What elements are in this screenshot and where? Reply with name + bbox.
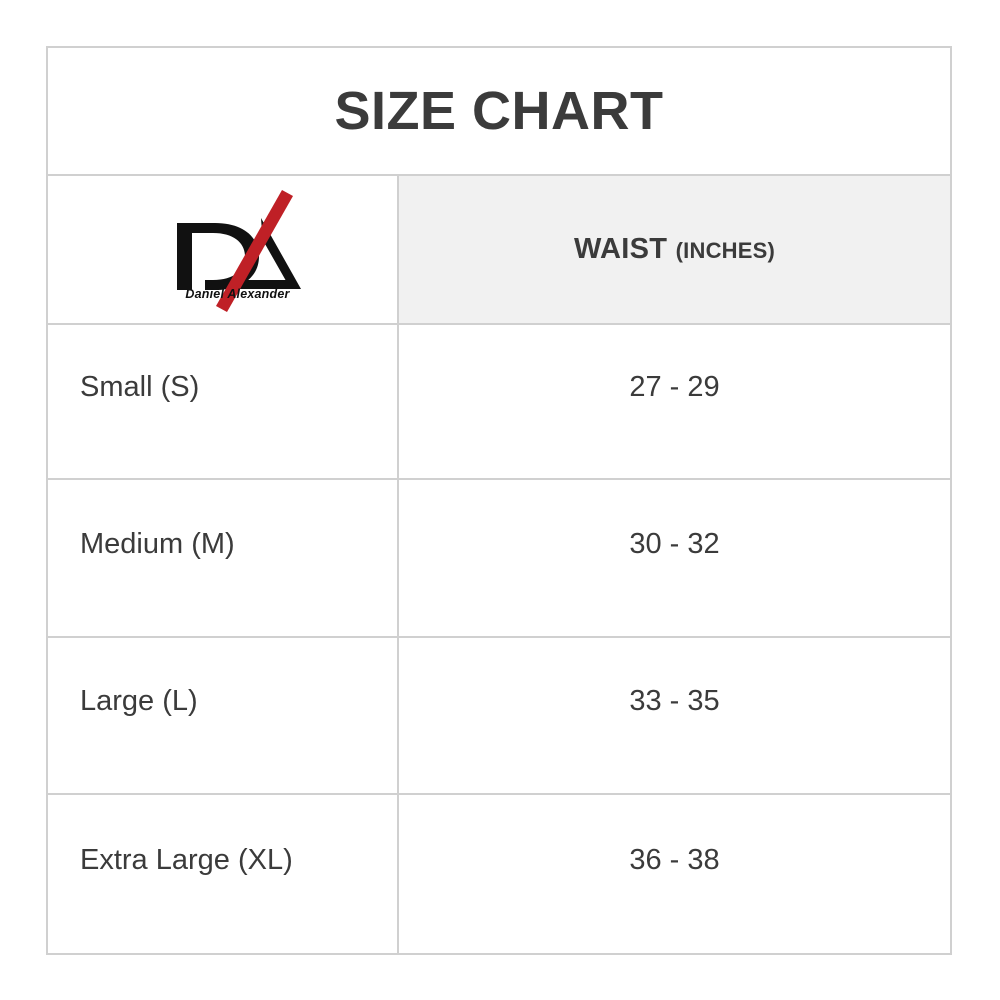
column-header-waist-unit: (INCHES) bbox=[675, 238, 776, 263]
size-label: Medium (M) bbox=[80, 527, 235, 560]
row-waist-cell: 27 - 29 bbox=[399, 325, 950, 478]
header-cell-logo: Daniel Alexander bbox=[48, 176, 399, 323]
waist-value: 30 - 32 bbox=[629, 527, 720, 560]
da-monogram-icon bbox=[177, 190, 301, 312]
table-row: Large (L) 33 - 35 bbox=[48, 638, 950, 795]
column-header-waist: WAIST (INCHES) bbox=[574, 233, 775, 266]
row-size-cell: Large (L) bbox=[48, 638, 399, 793]
table-row: Small (S) 27 - 29 bbox=[48, 325, 950, 480]
page-title: SIZE CHART bbox=[334, 81, 664, 141]
table-row: Medium (M) 30 - 32 bbox=[48, 480, 950, 638]
row-waist-cell: 33 - 35 bbox=[399, 638, 950, 793]
brand-name: Daniel Alexander bbox=[185, 287, 290, 301]
size-label: Small (S) bbox=[80, 371, 200, 403]
waist-value: 33 - 35 bbox=[629, 685, 720, 717]
row-size-cell: Extra Large (XL) bbox=[48, 795, 399, 953]
size-label: Extra Large (XL) bbox=[80, 843, 293, 876]
row-size-cell: Small (S) bbox=[48, 325, 399, 478]
row-waist-cell: 30 - 32 bbox=[399, 480, 950, 636]
table-row: Extra Large (XL) 36 - 38 bbox=[48, 795, 950, 953]
header-cell-waist: WAIST (INCHES) bbox=[399, 176, 950, 323]
size-chart-table: SIZE CHART Daniel Alexander bbox=[46, 46, 952, 955]
waist-value: 36 - 38 bbox=[629, 843, 720, 876]
row-waist-cell: 36 - 38 bbox=[399, 795, 950, 953]
row-size-cell: Medium (M) bbox=[48, 480, 399, 636]
column-header-waist-text: WAIST bbox=[573, 233, 668, 265]
waist-value: 27 - 29 bbox=[629, 371, 720, 403]
table-header-row: Daniel Alexander WAIST (INCHES) bbox=[48, 176, 950, 325]
brand-logo: Daniel Alexander bbox=[165, 188, 310, 323]
size-label: Large (L) bbox=[80, 685, 198, 717]
chart-title-row: SIZE CHART bbox=[48, 48, 950, 176]
